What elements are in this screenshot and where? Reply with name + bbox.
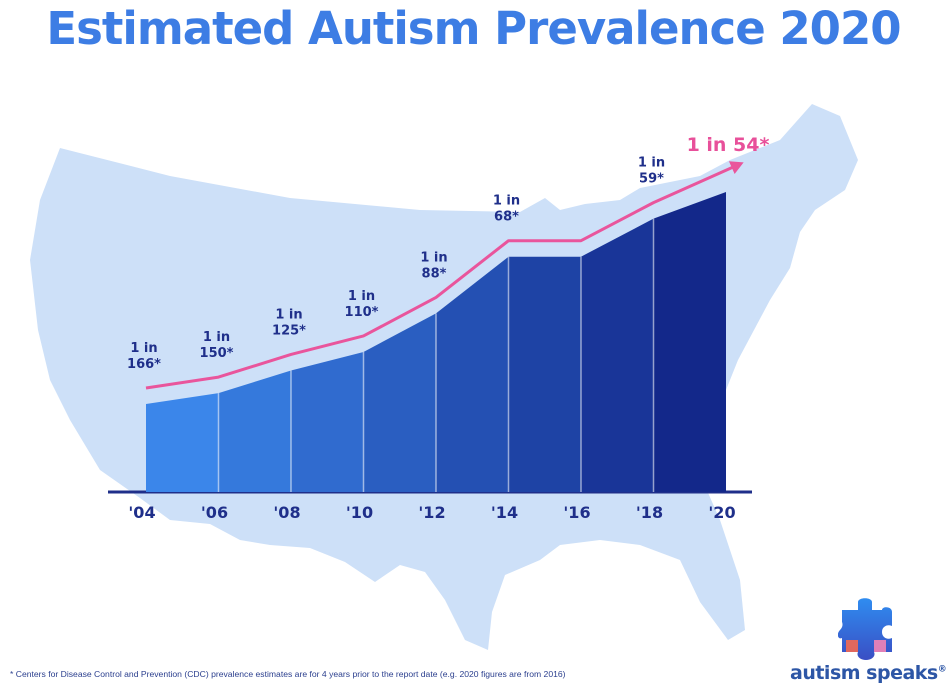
bar-14 xyxy=(508,256,581,492)
bars-group xyxy=(146,192,726,492)
brand-wordmark: autism speaks® xyxy=(790,662,947,684)
x-tick-08: '08 xyxy=(273,503,300,522)
bar-04 xyxy=(146,393,219,492)
footnote: * Centers for Disease Control and Preven… xyxy=(10,669,566,679)
bar-18 xyxy=(653,192,726,492)
data-label-04: 1 in 166* xyxy=(127,341,161,372)
brand-name: autism speaks xyxy=(790,662,938,684)
brand-trademark: ® xyxy=(937,664,947,675)
data-label-06: 1 in 150* xyxy=(200,330,234,361)
bar-16 xyxy=(581,218,654,492)
bar-12 xyxy=(436,256,509,492)
x-tick-06: '06 xyxy=(201,503,228,522)
puzzle-piece-icon xyxy=(838,598,892,660)
x-tick-12: '12 xyxy=(418,503,445,522)
x-tick-16: '16 xyxy=(563,503,590,522)
data-label-10: 1 in 110* xyxy=(345,289,379,320)
bar-08 xyxy=(291,351,364,492)
x-tick-10: '10 xyxy=(346,503,373,522)
trend-line xyxy=(145,162,741,390)
trend-arrowhead xyxy=(728,161,744,175)
data-label-12: 1 in 88* xyxy=(420,250,447,281)
x-ticks-group: '04 '06 '08 '10 '12 '14 '16 '18 '20 xyxy=(128,503,735,522)
x-tick-14: '14 xyxy=(491,503,518,522)
data-labels-group: 1 in 166* 1 in 150* 1 in 125* 1 in 110* 1 in 88* 1… xyxy=(127,156,665,372)
callout-label: 1 in 54* xyxy=(687,134,770,156)
bar-10 xyxy=(363,313,436,492)
chart-title: Estimated Autism Prevalence 2020 xyxy=(46,2,901,55)
data-label-18: 1 in 59* xyxy=(638,156,665,187)
x-tick-18: '18 xyxy=(636,503,663,522)
x-tick-20: '20 xyxy=(708,503,735,522)
bar-06 xyxy=(218,370,291,492)
data-label-08: 1 in 125* xyxy=(272,307,306,338)
data-label-14: 1 in 68* xyxy=(493,194,520,225)
x-tick-04: '04 xyxy=(128,503,155,522)
